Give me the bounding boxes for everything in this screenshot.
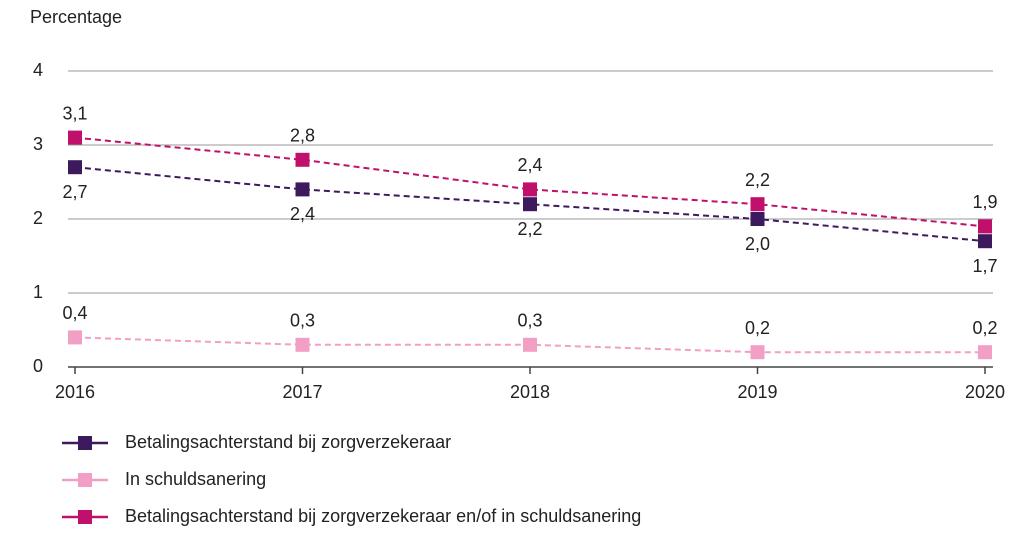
marker — [750, 197, 765, 212]
series-line — [74, 136, 986, 228]
marker — [750, 345, 765, 360]
marker — [523, 337, 537, 352]
data-label: 2,0 — [745, 234, 770, 254]
x-tick-label: 2017 — [282, 382, 322, 402]
legend-label: In schuldsanering — [125, 469, 266, 489]
series-line — [74, 166, 986, 243]
data-label: 0,3 — [290, 311, 315, 331]
data-label: 2,4 — [290, 204, 315, 224]
y-tick-label: 3 — [33, 134, 43, 154]
x-tick-label: 2020 — [965, 382, 1005, 402]
marker — [978, 219, 992, 234]
data-label: 2,8 — [290, 126, 315, 146]
data-label: 2,4 — [517, 155, 542, 175]
y-tick-label: 4 — [33, 60, 43, 80]
legend-marker — [78, 473, 92, 487]
data-label: 1,7 — [972, 256, 997, 276]
marker — [68, 160, 82, 175]
data-label: 0,4 — [62, 303, 87, 323]
x-tick-label: 2018 — [510, 382, 550, 402]
legend-label: Betalingsachterstand bij zorgverzekeraar — [125, 432, 451, 452]
data-label: 2,2 — [517, 219, 542, 239]
data-label: 0,2 — [745, 318, 770, 338]
data-label: 3,1 — [62, 103, 87, 123]
legend-marker — [78, 436, 92, 450]
marker — [523, 197, 537, 212]
legend-marker — [78, 510, 92, 524]
marker — [68, 130, 82, 145]
marker — [295, 152, 310, 167]
legend-label: Betalingsachterstand bij zorgverzekeraar… — [125, 506, 641, 526]
y-tick-label: 0 — [33, 356, 43, 376]
marker — [295, 182, 310, 197]
y-tick-label: 2 — [33, 208, 43, 228]
y-tick-label: 1 — [33, 282, 43, 302]
y-axis-label: Percentage — [30, 7, 122, 27]
marker — [750, 212, 765, 226]
marker — [978, 345, 992, 360]
data-label: 0,2 — [972, 318, 997, 338]
marker — [523, 182, 537, 197]
data-label: 2,2 — [745, 170, 770, 190]
data-label: 2,7 — [62, 182, 87, 202]
marker — [295, 337, 310, 352]
data-label: 0,3 — [517, 311, 542, 331]
marker — [68, 330, 82, 345]
x-tick-label: 2019 — [737, 382, 777, 402]
x-tick-label: 2016 — [55, 382, 95, 402]
marker — [978, 234, 992, 249]
data-label: 1,9 — [972, 192, 997, 212]
